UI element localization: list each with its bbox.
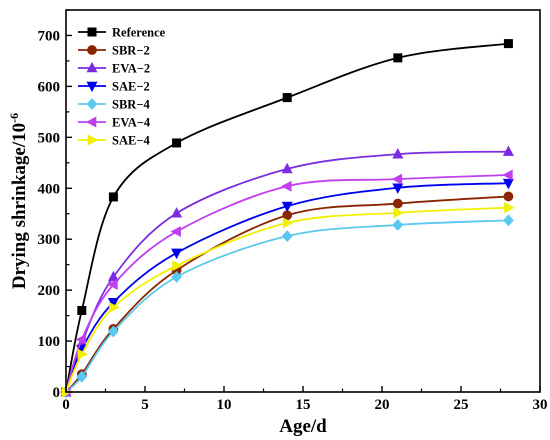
x-tick-label: 0: [62, 397, 70, 413]
data-point: [281, 201, 293, 213]
data-point: [282, 217, 294, 229]
y-tick-label: 500: [38, 130, 61, 146]
legend-entry: EVA−4: [78, 116, 151, 130]
y-tick-label: 0: [53, 385, 61, 401]
data-point: [392, 183, 404, 194]
legend-label: Reference: [112, 26, 166, 40]
legend-marker: [85, 116, 97, 128]
data-point: [109, 301, 120, 313]
data-point: [281, 230, 293, 243]
y-tick-label: 200: [38, 283, 61, 299]
data-point: [502, 178, 514, 190]
legend-entry: SBR−4: [78, 98, 150, 112]
data-point: [282, 93, 292, 103]
data-point: [75, 334, 87, 346]
data-point: [77, 348, 88, 360]
data-point: [504, 202, 515, 214]
legend-label: SAE−2: [112, 80, 150, 94]
legend-entry: SBR−2: [78, 44, 150, 58]
legend-label: EVA−4: [112, 116, 151, 130]
data-point: [172, 260, 183, 272]
data-point: [170, 226, 181, 238]
x-tick-label: 5: [141, 397, 149, 413]
legend-label: SAE−4: [112, 134, 150, 148]
data-point: [281, 162, 293, 174]
data-point: [107, 279, 118, 291]
legend-label: EVA−2: [112, 62, 150, 76]
data-point: [108, 192, 118, 202]
data-point: [391, 173, 403, 185]
legend-marker: [86, 81, 98, 93]
x-tick-label: 20: [375, 397, 390, 413]
data-point: [281, 180, 292, 192]
y-axis-label: Drying shrinkage/10-6: [7, 113, 30, 289]
legend-entry: Reference: [78, 26, 166, 40]
data-point: [107, 325, 119, 338]
y-tick-label: 700: [38, 28, 61, 44]
series-4: [60, 178, 514, 399]
x-tick-label: 25: [454, 397, 469, 413]
legend: Reference SBR−2 EVA−2 SAE−2 SBR−4 EVA−4 SAE−4: [78, 26, 166, 148]
legend-label: SBR−2: [112, 44, 150, 58]
data-point: [503, 39, 513, 49]
series-line: [65, 219, 509, 393]
data-point: [393, 53, 403, 63]
y-axis-label-exponent: -6: [7, 113, 21, 123]
data-point: [172, 138, 182, 148]
x-tick-label: 30: [533, 397, 548, 413]
legend-marker: [87, 27, 97, 37]
legend-entry: SAE−2: [78, 80, 150, 94]
series-7: [61, 202, 515, 398]
x-axis-label: Age/d: [279, 416, 327, 437]
y-tick-label: 300: [38, 232, 61, 248]
legend-label: SBR−4: [112, 98, 150, 112]
series-6: [59, 169, 513, 398]
y-tick-label: 600: [38, 79, 61, 95]
y-axis-label-text: Drying shrinkage/10: [9, 123, 30, 289]
legend-marker: [86, 61, 98, 73]
data-point: [392, 147, 404, 159]
x-tick-label: 15: [296, 397, 311, 413]
data-point: [393, 207, 404, 219]
data-point: [503, 191, 514, 202]
data-point: [76, 370, 88, 383]
data-point: [502, 214, 514, 227]
data-point: [392, 218, 404, 231]
data-point: [171, 248, 183, 260]
data-point: [502, 169, 513, 181]
data-point: [171, 270, 183, 283]
legend-marker: [87, 45, 97, 55]
data-point: [392, 198, 403, 209]
legend-marker: [87, 134, 99, 146]
legend-entry: EVA−2: [78, 62, 150, 76]
data-point: [502, 145, 514, 156]
legend-marker: [86, 98, 98, 110]
x-tick-label: 10: [217, 397, 232, 413]
legend-entry: SAE−4: [78, 134, 150, 148]
y-tick-label: 400: [38, 181, 61, 197]
data-point: [107, 270, 119, 282]
data-point: [77, 306, 87, 316]
y-tick-label: 100: [38, 334, 61, 350]
data-point: [171, 207, 183, 218]
series-5: [60, 214, 514, 398]
